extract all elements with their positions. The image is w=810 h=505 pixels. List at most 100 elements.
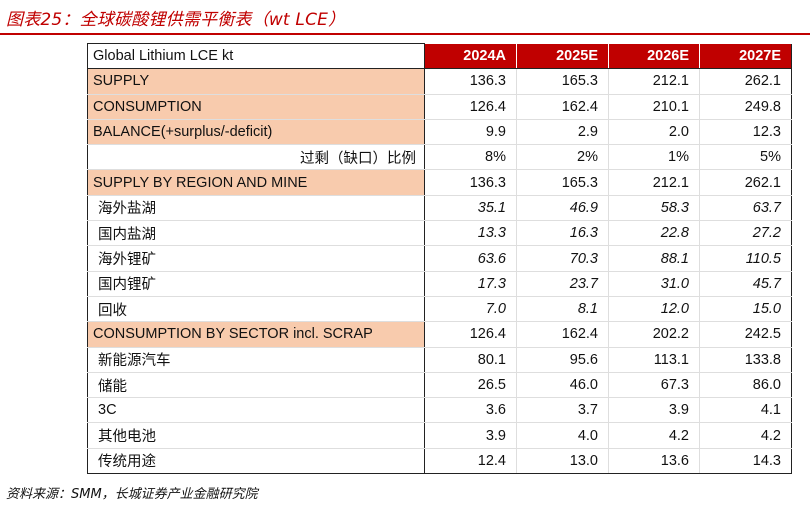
cell-value: 31.0	[608, 271, 700, 297]
cell-value: 9.9	[424, 119, 517, 146]
table-row: 其他电池 3.9 4.0 4.2 4.2	[87, 422, 792, 449]
table-header-row: Global Lithium LCE kt 2024A 2025E 2026E …	[87, 42, 792, 70]
cell-value: 70.3	[516, 245, 609, 272]
cell-value: 15.0	[699, 296, 792, 323]
cell-value: 86.0	[699, 372, 792, 399]
cell-value: 46.9	[516, 195, 609, 222]
cell-value: 212.1	[608, 169, 700, 196]
row-label: SUPPLY BY REGION AND MINE	[87, 169, 425, 196]
cell-value: 17.3	[424, 271, 517, 297]
cell-value: 12.4	[424, 448, 517, 475]
year-header: 2025E	[516, 43, 609, 70]
table-row: 海外锂矿 63.6 70.3 88.1 110.5	[87, 245, 792, 272]
table-row: 传统用途 12.4 13.0 13.6 14.3	[87, 448, 792, 475]
cell-value: 35.1	[424, 195, 517, 222]
year-header: 2026E	[608, 43, 700, 70]
table-row: 国内盐湖 13.3 16.3 22.8 27.2	[87, 220, 792, 247]
figure-title: 图表25：全球碳酸锂供需平衡表（wt LCE）	[6, 10, 346, 30]
cell-value: 3.9	[608, 397, 700, 424]
cell-value: 3.9	[424, 422, 517, 449]
row-label: 回收	[87, 296, 425, 323]
row-label: SUPPLY	[87, 68, 425, 95]
cell-value: 7.0	[424, 296, 517, 323]
cell-value: 13.3	[424, 220, 517, 247]
cell-value: 4.0	[516, 422, 609, 449]
cell-value: 249.8	[699, 94, 792, 120]
cell-value: 165.3	[516, 68, 609, 95]
cell-value: 126.4	[424, 94, 517, 120]
row-label: 过剩（缺口）比例	[87, 144, 425, 171]
table-row: SUPPLY 136.3 165.3 212.1 262.1	[87, 68, 792, 95]
cell-value: 2.0	[608, 119, 700, 146]
cell-value: 136.3	[424, 169, 517, 196]
cell-value: 3.6	[424, 397, 517, 424]
lithium-balance-table: Global Lithium LCE kt 2024A 2025E 2026E …	[87, 42, 792, 475]
row-label: 新能源汽车	[87, 347, 425, 373]
row-label: 国内盐湖	[87, 220, 425, 247]
cell-value: 46.0	[516, 372, 609, 399]
table-row: CONSUMPTION BY SECTOR incl. SCRAP 126.4 16…	[87, 321, 792, 348]
cell-value: 202.2	[608, 321, 700, 348]
cell-value: 13.0	[516, 448, 609, 475]
cell-value: 2.9	[516, 119, 609, 146]
year-header: 2027E	[699, 43, 792, 70]
cell-value: 88.1	[608, 245, 700, 272]
table-row: BALANCE(+surplus/-deficit) 9.9 2.9 2.0 12.3	[87, 119, 792, 146]
cell-value: 80.1	[424, 347, 517, 373]
cell-value: 8%	[424, 144, 517, 171]
cell-value: 5%	[699, 144, 792, 171]
cell-value: 2%	[516, 144, 609, 171]
table-row: 海外盐湖 35.1 46.9 58.3 63.7	[87, 195, 792, 222]
row-label: CONSUMPTION	[87, 94, 425, 120]
cell-value: 212.1	[608, 68, 700, 95]
cell-value: 8.1	[516, 296, 609, 323]
cell-value: 26.5	[424, 372, 517, 399]
cell-value: 22.8	[608, 220, 700, 247]
cell-value: 13.6	[608, 448, 700, 475]
cell-value: 162.4	[516, 321, 609, 348]
row-label: 传统用途	[87, 448, 425, 475]
cell-value: 12.3	[699, 119, 792, 146]
cell-value: 136.3	[424, 68, 517, 95]
cell-value: 16.3	[516, 220, 609, 247]
cell-value: 210.1	[608, 94, 700, 120]
cell-value: 63.6	[424, 245, 517, 272]
cell-value: 165.3	[516, 169, 609, 196]
cell-value: 23.7	[516, 271, 609, 297]
table-row: 新能源汽车 80.1 95.6 113.1 133.8	[87, 347, 792, 373]
cell-value: 14.3	[699, 448, 792, 475]
cell-value: 63.7	[699, 195, 792, 222]
row-label: 海外锂矿	[87, 245, 425, 272]
cell-value: 126.4	[424, 321, 517, 348]
cell-value: 67.3	[608, 372, 700, 399]
row-label: BALANCE(+surplus/-deficit)	[87, 119, 425, 146]
cell-value: 27.2	[699, 220, 792, 247]
year-header: 2024A	[424, 43, 517, 70]
table-row: 过剩（缺口）比例 8% 2% 1% 5%	[87, 144, 792, 171]
table-row: 国内锂矿 17.3 23.7 31.0 45.7	[87, 271, 792, 297]
cell-value: 4.2	[699, 422, 792, 449]
table-header-label: Global Lithium LCE kt	[87, 42, 425, 70]
cell-value: 4.2	[608, 422, 700, 449]
cell-value: 4.1	[699, 397, 792, 424]
cell-value: 162.4	[516, 94, 609, 120]
cell-value: 242.5	[699, 321, 792, 348]
table-row: 3C 3.6 3.7 3.9 4.1	[87, 397, 792, 424]
cell-value: 12.0	[608, 296, 700, 323]
cell-value: 113.1	[608, 347, 700, 373]
title-divider	[0, 33, 810, 35]
cell-value: 262.1	[699, 169, 792, 196]
cell-value: 45.7	[699, 271, 792, 297]
table-row: 储能 26.5 46.0 67.3 86.0	[87, 372, 792, 399]
cell-value: 262.1	[699, 68, 792, 95]
cell-value: 1%	[608, 144, 700, 171]
cell-value: 3.7	[516, 397, 609, 424]
row-label: 3C	[87, 397, 425, 424]
row-label: CONSUMPTION BY SECTOR incl. SCRAP	[87, 321, 425, 348]
cell-value: 110.5	[699, 245, 792, 272]
cell-value: 133.8	[699, 347, 792, 373]
cell-value: 58.3	[608, 195, 700, 222]
row-label: 海外盐湖	[87, 195, 425, 222]
source-note: 资料来源：SMM，长城证券产业金融研究院	[6, 487, 258, 502]
row-label: 储能	[87, 372, 425, 399]
